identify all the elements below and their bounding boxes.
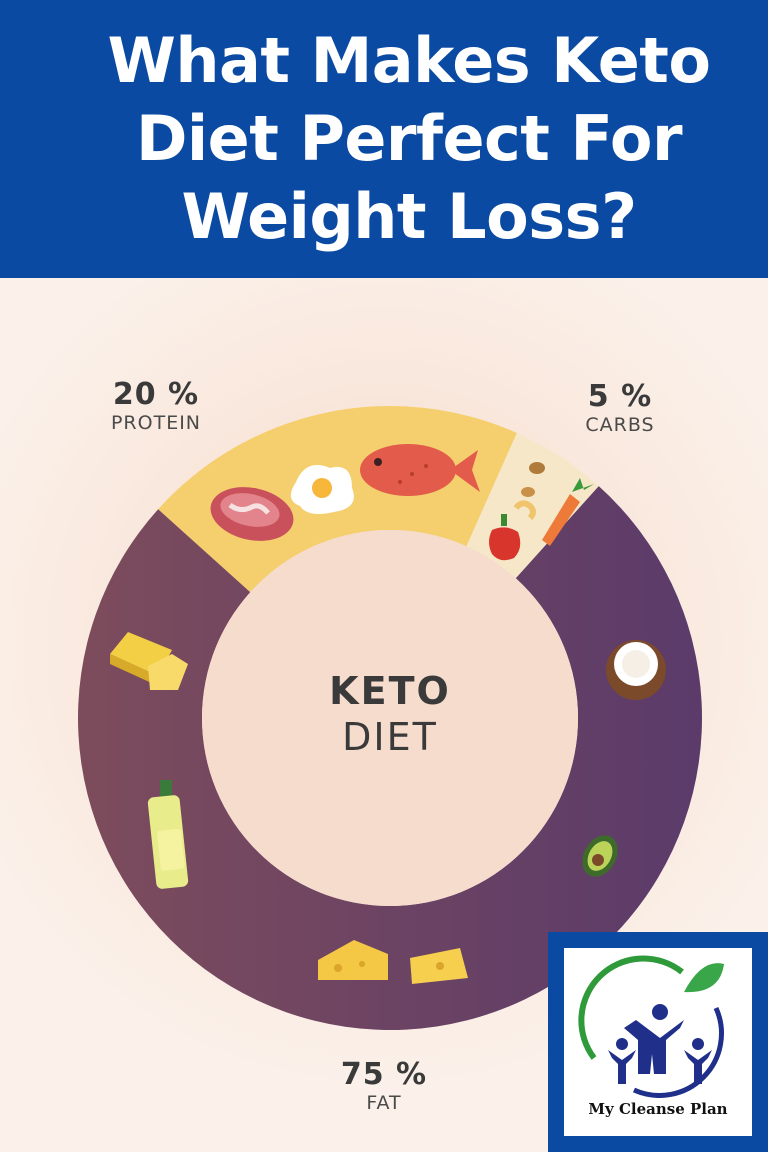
steak-icon [210,487,294,541]
nuts-icon [513,462,545,521]
butter-icon [110,632,188,690]
family-leaf-icon [578,955,724,1098]
slice-fat [78,486,702,1031]
brand-logo: My Cleanse Plan [564,948,752,1136]
fish-icon [360,444,480,496]
protein-percent: 20 % [112,377,200,412]
egg-icon [290,465,354,514]
center-line1: KETO [329,669,451,713]
fat-name: FAT [366,1092,402,1114]
donut-hole [202,530,578,906]
carbs-percent: 5 % [587,379,653,414]
header-banner: What Makes Keto Diet Perfect For Weight … [0,0,768,278]
center-line2: DIET [342,715,438,759]
brand-logo-box: My Cleanse Plan [548,932,768,1152]
avocado-icon [582,835,618,877]
coconut-icon [606,640,666,700]
protein-label: 20 % PROTEIN [86,377,226,435]
pepper-icon [489,514,521,561]
fat-percent: 75 % [340,1057,428,1092]
carbs-name-text: CARBS [585,414,655,436]
chart-center-label: KETO DIET [290,668,490,760]
brand-name: My Cleanse Plan [588,1100,728,1118]
olive-oil-icon [147,780,189,889]
protein-name: PROTEIN [110,412,202,434]
fat-label: 75 % FAT [324,1057,444,1115]
cheese-icon [318,940,468,984]
carrot-icon [542,478,594,546]
carbs-label: 5 % FAT CARBS [560,379,680,437]
page-title: What Makes Keto Diet Perfect For Weight … [107,24,711,253]
